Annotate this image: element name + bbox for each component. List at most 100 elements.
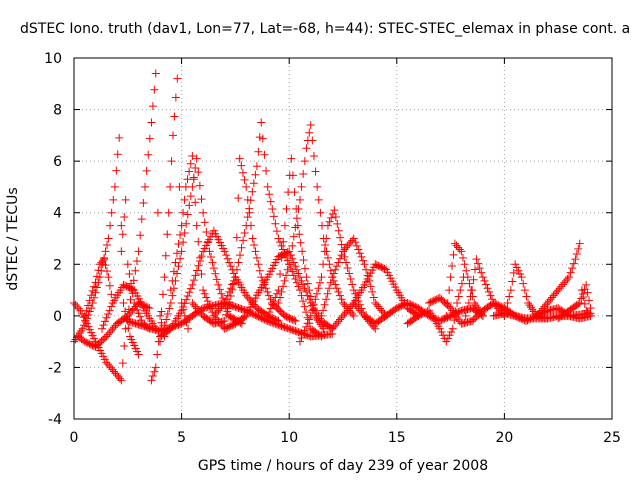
data-point bbox=[191, 198, 200, 207]
data-point bbox=[285, 247, 294, 256]
data-point bbox=[266, 304, 275, 313]
data-point bbox=[82, 306, 91, 315]
data-point bbox=[166, 286, 175, 295]
data-point bbox=[174, 240, 183, 249]
data-point bbox=[147, 118, 156, 127]
data-point bbox=[97, 324, 106, 333]
data-point bbox=[195, 181, 204, 190]
data-point bbox=[74, 304, 83, 313]
data-point bbox=[463, 273, 472, 282]
data-point bbox=[252, 253, 261, 262]
data-point bbox=[269, 212, 278, 221]
data-point bbox=[292, 265, 301, 274]
data-point bbox=[302, 273, 311, 282]
data-point bbox=[323, 253, 332, 262]
data-point bbox=[226, 284, 235, 293]
data-point bbox=[366, 282, 375, 291]
data-point bbox=[291, 223, 300, 232]
data-point bbox=[212, 275, 221, 284]
data-point bbox=[348, 280, 357, 289]
data-point bbox=[328, 273, 337, 282]
data-point bbox=[199, 286, 208, 295]
data-point bbox=[106, 221, 115, 230]
data-point bbox=[312, 289, 321, 298]
data-point bbox=[314, 284, 323, 293]
data-point bbox=[101, 317, 110, 326]
data-point bbox=[282, 271, 291, 280]
data-point bbox=[98, 256, 107, 265]
data-point bbox=[113, 150, 122, 159]
data-series bbox=[489, 309, 595, 323]
data-point bbox=[223, 254, 232, 263]
data-point bbox=[289, 271, 298, 280]
data-point bbox=[183, 291, 192, 300]
data-point bbox=[299, 255, 308, 264]
data-point bbox=[299, 297, 308, 306]
data-point bbox=[337, 240, 346, 249]
data-point bbox=[117, 376, 126, 385]
data-point bbox=[323, 221, 332, 230]
data-point bbox=[276, 269, 285, 278]
data-point bbox=[574, 244, 583, 253]
data-point bbox=[108, 298, 117, 307]
data-point bbox=[290, 188, 299, 197]
data-point bbox=[299, 170, 308, 179]
data-point bbox=[214, 280, 223, 289]
data-point bbox=[192, 154, 201, 163]
data-point bbox=[188, 151, 197, 160]
data-point bbox=[448, 262, 457, 271]
data-point bbox=[332, 262, 341, 271]
data-point bbox=[563, 275, 572, 284]
data-point bbox=[153, 350, 162, 359]
data-point bbox=[132, 257, 141, 266]
data-point bbox=[472, 255, 481, 264]
data-point bbox=[228, 280, 237, 289]
data-point bbox=[280, 276, 289, 285]
data-point bbox=[300, 284, 309, 293]
data-point bbox=[164, 208, 173, 217]
data-point bbox=[200, 289, 209, 298]
data-point bbox=[288, 254, 297, 263]
data-point bbox=[158, 290, 167, 299]
data-point bbox=[266, 197, 275, 206]
data-point bbox=[298, 247, 307, 256]
data-point bbox=[445, 286, 454, 295]
data-point bbox=[468, 286, 477, 295]
y-tick-label: 10 bbox=[44, 51, 62, 67]
data-point bbox=[309, 300, 318, 309]
data-point bbox=[110, 182, 119, 191]
data-point bbox=[481, 280, 490, 289]
data-point bbox=[514, 266, 523, 275]
data-point bbox=[454, 243, 463, 252]
data-point bbox=[189, 276, 198, 285]
y-tick-label: 4 bbox=[53, 206, 62, 222]
data-point bbox=[101, 247, 110, 256]
data-point bbox=[446, 273, 455, 282]
data-point bbox=[512, 263, 521, 272]
data-point bbox=[315, 278, 324, 287]
data-series bbox=[80, 255, 117, 320]
data-point bbox=[346, 275, 355, 284]
data-point bbox=[102, 267, 111, 276]
data-point bbox=[73, 302, 82, 311]
data-point bbox=[327, 213, 336, 222]
data-point bbox=[458, 253, 467, 262]
data-point bbox=[577, 294, 586, 303]
data-point bbox=[474, 259, 483, 268]
data-point bbox=[257, 118, 266, 127]
data-point bbox=[192, 221, 201, 230]
data-point bbox=[94, 266, 103, 275]
data-point bbox=[368, 287, 377, 296]
data-point bbox=[334, 226, 343, 235]
data-point bbox=[263, 287, 272, 296]
data-point bbox=[131, 266, 140, 275]
data-point bbox=[445, 331, 454, 340]
data-point bbox=[297, 276, 306, 285]
data-point bbox=[574, 300, 583, 309]
data-point bbox=[186, 159, 195, 168]
data-point bbox=[478, 273, 487, 282]
data-point bbox=[288, 171, 297, 180]
data-point bbox=[357, 252, 366, 261]
data-point bbox=[150, 85, 159, 94]
